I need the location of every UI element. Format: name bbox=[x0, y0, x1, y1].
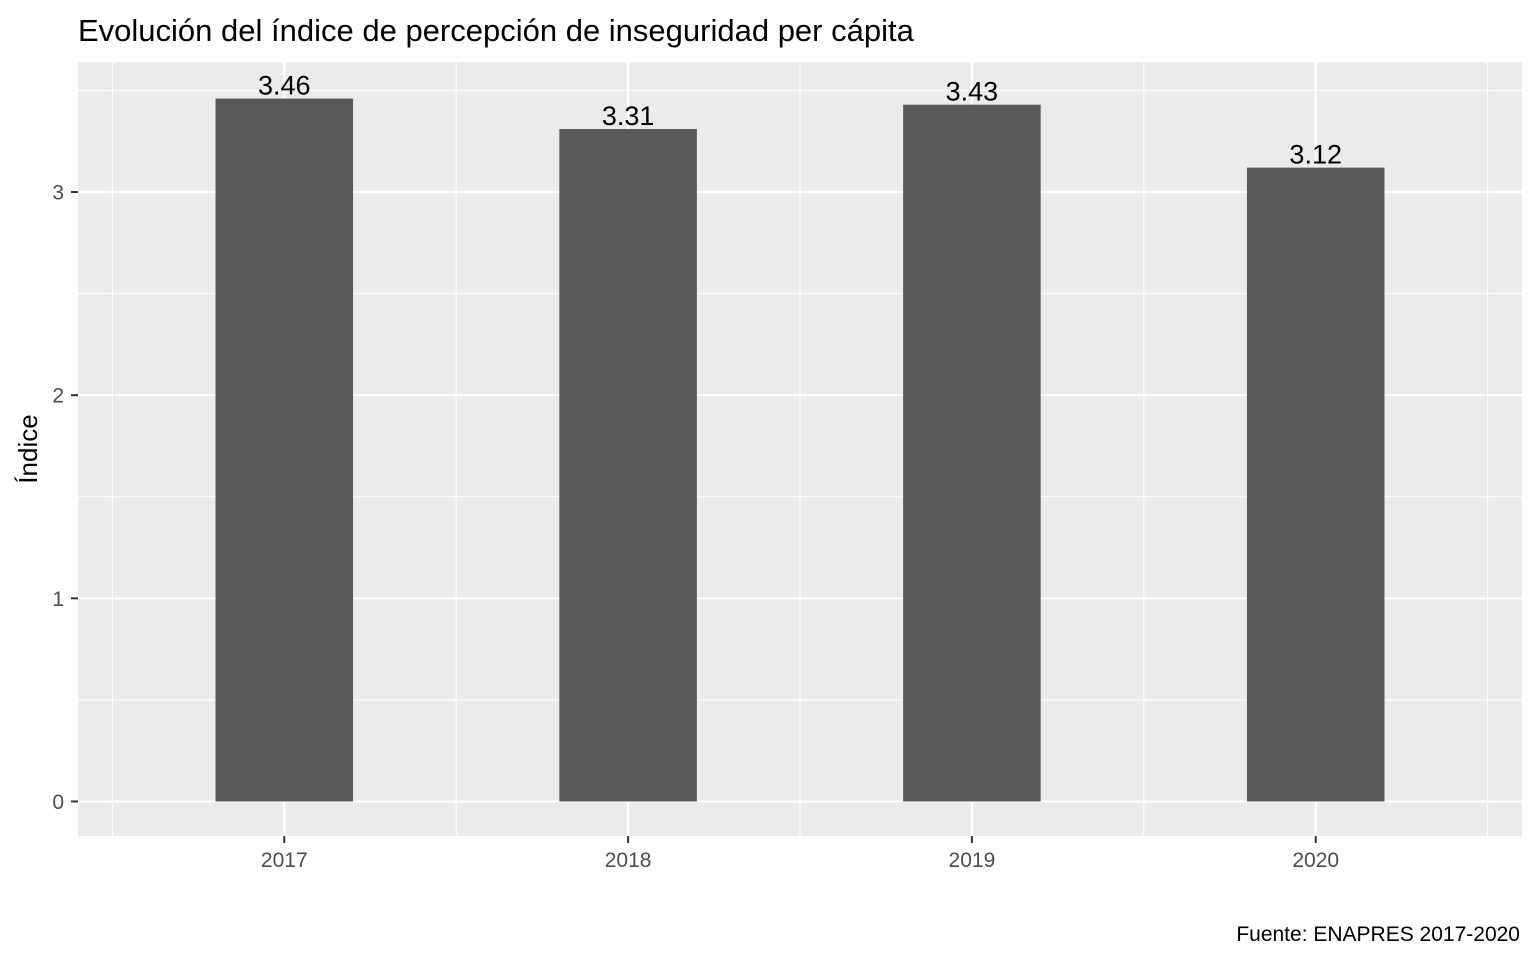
bar-2018 bbox=[559, 129, 697, 802]
bar-2020 bbox=[1246, 167, 1385, 802]
y-tick-label-3: 3 bbox=[52, 182, 64, 205]
bar-2019 bbox=[903, 104, 1041, 802]
y-tick-label-2: 2 bbox=[52, 385, 64, 408]
x-axis: 2017 2018 2019 2020 bbox=[261, 836, 1339, 872]
bar-value-label-2019: 3.43 bbox=[946, 77, 999, 107]
chart-title: Evolución del índice de percepción de in… bbox=[78, 13, 915, 48]
y-axis-title: Índice bbox=[13, 414, 43, 483]
x-tick-label-3: 2020 bbox=[1292, 849, 1339, 872]
y-tick-label-1: 1 bbox=[52, 588, 64, 611]
bar-value-label-2020: 3.12 bbox=[1289, 140, 1342, 170]
x-tick-label-1: 2018 bbox=[605, 849, 652, 872]
y-axis: 0 1 2 3 bbox=[52, 182, 78, 814]
y-tick-label-0: 0 bbox=[52, 791, 64, 814]
bar-labels: 3.46 3.31 3.43 3.12 bbox=[258, 71, 1342, 170]
x-tick-label-2: 2019 bbox=[949, 849, 996, 872]
bar-value-label-2018: 3.31 bbox=[602, 101, 655, 131]
x-tick-label-0: 2017 bbox=[261, 849, 308, 872]
chart-caption: Fuente: ENAPRES 2017-2020 bbox=[1236, 923, 1520, 946]
bars bbox=[215, 98, 1385, 802]
bar-2017 bbox=[215, 98, 354, 802]
bar-value-label-2017: 3.46 bbox=[258, 71, 311, 101]
